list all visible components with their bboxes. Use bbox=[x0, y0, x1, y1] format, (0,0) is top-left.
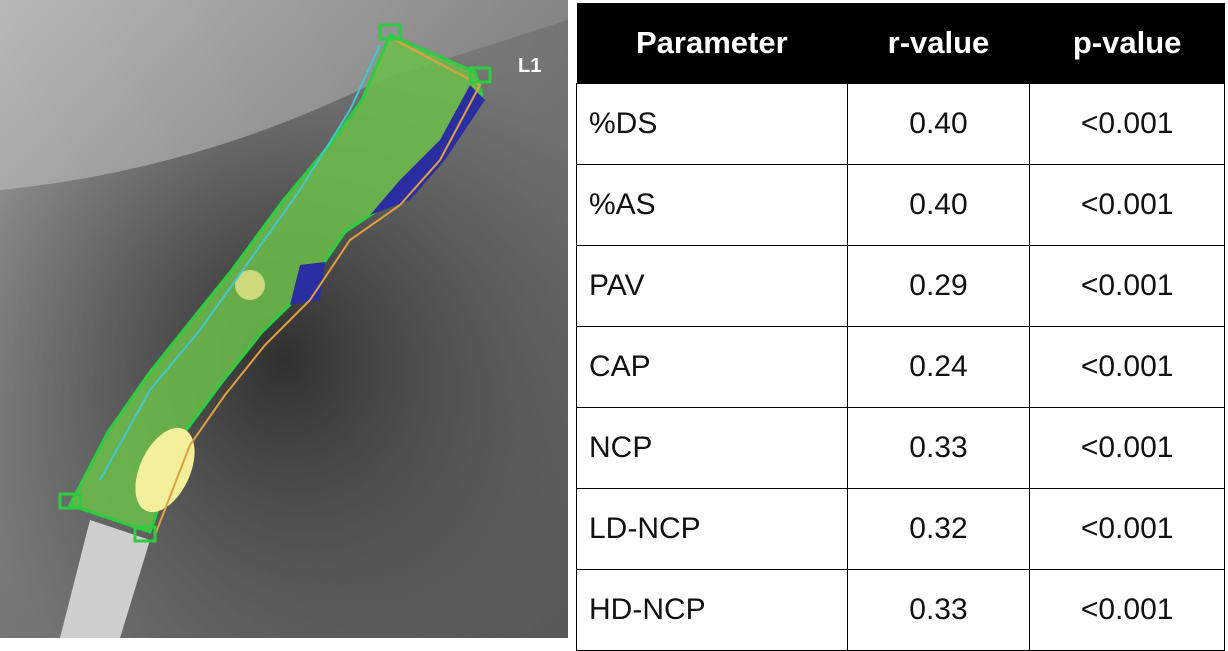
header-cell: p-value bbox=[1030, 3, 1225, 84]
table-cell: NCP bbox=[577, 408, 848, 489]
table-cell: <0.001 bbox=[1030, 246, 1225, 327]
table-cell: 0.29 bbox=[847, 246, 1030, 327]
table-cell: 0.40 bbox=[847, 84, 1030, 165]
table-cell: 0.33 bbox=[847, 408, 1030, 489]
table-cell: CAP bbox=[577, 327, 848, 408]
table-cell: 0.33 bbox=[847, 570, 1030, 651]
page: L1 Parameterr-valuep-value %DS0.40<0.001… bbox=[0, 0, 1228, 638]
table-cell: %DS bbox=[577, 84, 848, 165]
table-cell: PAV bbox=[577, 246, 848, 327]
table-cell: <0.001 bbox=[1030, 84, 1225, 165]
table-cell: 0.32 bbox=[847, 489, 1030, 570]
table-cell: <0.001 bbox=[1030, 408, 1225, 489]
table-cell: 0.24 bbox=[847, 327, 1030, 408]
table-cell: %AS bbox=[577, 165, 848, 246]
table-cell: 0.40 bbox=[847, 165, 1030, 246]
ct-image: L1 bbox=[0, 0, 568, 638]
table-cell: <0.001 bbox=[1030, 327, 1225, 408]
table-cell: <0.001 bbox=[1030, 489, 1225, 570]
table-cell: <0.001 bbox=[1030, 570, 1225, 651]
table-cell: HD-NCP bbox=[577, 570, 848, 651]
table-cell: <0.001 bbox=[1030, 165, 1225, 246]
header-cell: r-value bbox=[847, 3, 1030, 84]
header-cell: Parameter bbox=[577, 3, 848, 84]
table-cell: LD-NCP bbox=[577, 489, 848, 570]
image-label: L1 bbox=[518, 55, 541, 77]
